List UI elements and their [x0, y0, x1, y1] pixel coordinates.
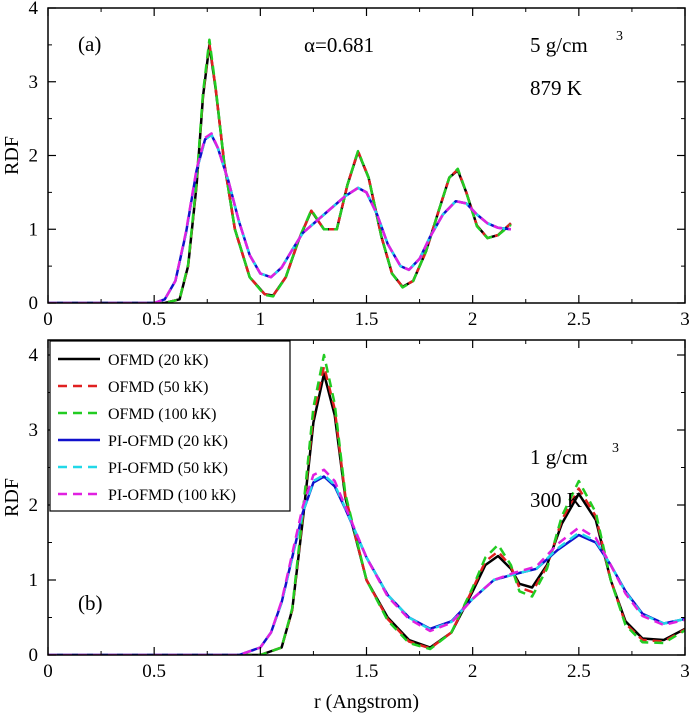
y-tick-label: 1 [29, 219, 39, 240]
annotation-text: 3 [612, 441, 619, 456]
annotation-text: 3 [616, 29, 623, 44]
legend-label-2: OFMD (100 kK) [108, 406, 216, 423]
series-line-0 [48, 43, 512, 303]
x-tick-label: 3 [680, 661, 690, 682]
annotation-text: α=0.681 [304, 33, 374, 57]
y-tick-label: 4 [29, 0, 39, 19]
series-line-2 [48, 353, 685, 655]
y-tick-label: 0 [29, 645, 39, 666]
y-axis-title: RDF [1, 478, 23, 517]
y-tick-label: 2 [29, 146, 39, 167]
x-tick-label: 0 [43, 661, 53, 682]
x-tick-label: 2 [468, 661, 478, 682]
x-tick-label: 3 [680, 309, 690, 330]
y-tick-label: 0 [29, 293, 39, 314]
series-line-1 [48, 42, 512, 303]
series-line-5 [48, 468, 685, 655]
y-tick-label: 4 [29, 345, 39, 366]
legend-label-4: PI-OFMD (50 kK) [108, 460, 228, 477]
x-tick-label: 1 [256, 661, 266, 682]
annotation-text: 300 K [530, 488, 582, 512]
series-line-2 [48, 38, 512, 303]
legend-label-0: OFMD (20 kK) [108, 352, 208, 369]
legend-label-3: PI-OFMD (20 kK) [108, 433, 228, 450]
x-tick-label: 0 [43, 309, 53, 330]
x-tick-label: 2.5 [567, 661, 591, 682]
y-tick-label: 3 [29, 420, 39, 441]
y-tick-label: 1 [29, 570, 39, 591]
annotation-text: 5 g/cm [530, 33, 588, 57]
panel-label: (b) [78, 591, 103, 615]
series-line-5 [48, 132, 512, 303]
x-tick-label: 1.5 [355, 309, 379, 330]
x-tick-label: 1 [256, 309, 266, 330]
x-tick-label: 0.5 [142, 309, 166, 330]
legend-label-5: PI-OFMD (100 kK) [108, 487, 236, 504]
annotation-text: 879 K [530, 76, 582, 100]
x-tick-label: 2 [468, 309, 478, 330]
panel-label: (a) [78, 32, 101, 56]
x-tick-label: 0.5 [142, 661, 166, 682]
y-axis-title: RDF [1, 136, 23, 175]
panel-a: 0 0.5 1 1.5 2 2.5 3 0 1 2 3 4 RDF (a) α=0.681 5 g/cm 3 87… [1, 0, 690, 330]
y-tick-label: 3 [29, 72, 39, 93]
legend-label-1: OFMD (50 kK) [108, 379, 208, 396]
x-axis-title: r (Angstrom) [314, 691, 419, 713]
panel-b: 0 0.5 1 1.5 2 2.5 3 0 1 2 3 4 RDF r (Angstrom) (b) 1 g/… [1, 339, 690, 713]
y-tick-label: 2 [29, 495, 39, 516]
legend-box [49, 340, 291, 512]
x-tick-label: 1.5 [355, 661, 379, 682]
x-tick-label: 2.5 [567, 309, 591, 330]
annotation-text: 1 g/cm [530, 445, 588, 469]
